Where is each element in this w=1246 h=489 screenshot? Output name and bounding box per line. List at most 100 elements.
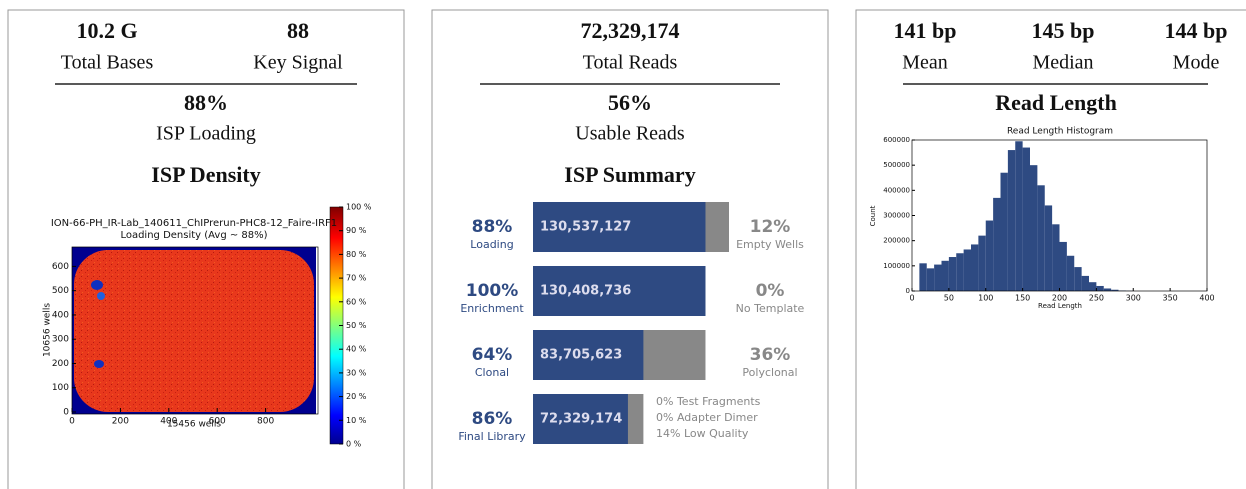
row-value: 86% [472,409,513,429]
histogram-bar [1059,241,1067,291]
stat-label: Median [1032,52,1093,74]
rest-label: Polyclonal [742,366,797,379]
histogram-bar [1037,185,1045,291]
stat-label: Key Signal [253,52,343,74]
x-tick-label: 400 [160,417,177,427]
histogram-bar [978,235,986,291]
rest-label: Empty Wells [736,238,804,251]
histogram-bar [1103,288,1112,291]
colorbar-label: 0 % [346,440,362,449]
stat-label: Mode [1173,52,1220,74]
heading: Read Length [995,90,1117,115]
y-tick-label: 200000 [883,237,910,245]
y-tick-label: 0 [906,287,910,295]
x-tick-label: 0 [69,417,75,427]
row-count: 130,408,736 [540,284,631,299]
colorbar-label: 50 % [346,321,367,330]
stat-value: 10.2 G [76,18,137,43]
panel-frame [855,9,1246,489]
stat-label: Total Reads [583,52,678,74]
histogram-bar [1044,205,1053,291]
colorbar-label: 70 % [346,274,367,283]
y-tick-label: 600000 [883,136,910,144]
row-count: 72,329,174 [540,412,622,427]
histogram-bar [1015,141,1023,291]
y-axis-label: 10656 wells [43,303,53,357]
plot-title: ION-66-PH_IR-Lab_140611_ChIPrerun-PHC8-1… [51,218,337,229]
histogram-bar [1074,267,1082,291]
stat-value: 141 bp [894,18,957,43]
colorbar-label: 90 % [346,226,367,235]
histogram-bar [1066,255,1075,291]
y-axis-label: Count [869,205,877,226]
histogram-bar [971,244,979,291]
histogram-bar [956,253,964,291]
histogram-bar [934,264,942,291]
x-tick-label: 0 [909,294,914,303]
density-image [74,250,314,412]
heading: ISP Summary [564,162,695,187]
row-label: Enrichment [460,302,524,315]
x-tick-label: 400 [1199,294,1214,303]
histogram-bar [1089,282,1097,291]
histogram-bar [1000,172,1008,291]
x-tick-label: 350 [1162,294,1177,303]
colorbar-label: 100 % [346,203,372,212]
row-count: 83,705,623 [540,348,622,363]
row-value: 100% [466,281,519,301]
histogram-bar [1096,285,1104,291]
x-tick-label: 200 [1052,294,1067,303]
note: 0% Adapter Dimer [656,411,758,424]
histogram-bar [1030,165,1038,291]
histogram-bar [941,260,949,291]
note: 0% Test Fragments [656,395,761,408]
histogram-bar [1111,289,1119,291]
plot-subtitle: Loading Density (Avg ~ 88%) [120,230,267,241]
histogram-bar [1052,224,1060,291]
panel-frames [7,9,1246,489]
usable-value: 56% [608,90,652,115]
y-tick-label: 0 [63,408,69,418]
loading-label: ISP Loading [156,123,256,145]
density-spot [97,292,105,300]
y-tick-label: 600 [52,262,69,272]
histogram-bar [948,257,957,291]
colorbar-label: 30 % [346,368,367,377]
x-axis-label: 15456 wells [167,420,221,430]
x-tick-label: 150 [1015,294,1030,303]
density-spot [91,280,103,290]
histogram-bar [919,263,927,291]
histogram-bar [1081,275,1089,291]
x-tick-label: 100 [978,294,993,303]
panel-frame [431,9,829,489]
colorbar-label: 20 % [346,392,367,401]
x-axis-label: Read Length [1038,302,1082,310]
y-tick-label: 500000 [883,161,910,169]
colorbar-label: 60 % [346,297,367,306]
row-value: 88% [472,217,513,237]
stat-value: 145 bp [1032,18,1095,43]
y-tick-label: 500 [52,286,69,296]
colorbar-label: 40 % [346,345,367,354]
x-tick-label: 50 [944,294,954,303]
x-tick-label: 300 [1126,294,1141,303]
y-tick-label: 200 [52,359,69,369]
x-tick-label: 200 [112,417,129,427]
histogram-bar [993,197,1001,291]
y-tick-label: 300000 [883,212,910,220]
row-count: 130,537,127 [540,220,631,235]
plot-title: Read Length Histogram [1007,127,1113,137]
row-label: Loading [470,238,513,251]
rest-value: 36% [750,345,791,365]
row-label: Clonal [475,366,509,379]
histogram-bar [963,249,971,291]
y-tick-label: 100 [52,383,69,393]
stat-value: 144 bp [1165,18,1228,43]
stat-value: 88 [287,18,309,43]
histogram-bar [926,268,935,291]
loading-value: 88% [184,90,228,115]
row-value: 64% [472,345,513,365]
heading: ISP Density [151,162,260,187]
colorbar-label: 10 % [346,416,367,425]
